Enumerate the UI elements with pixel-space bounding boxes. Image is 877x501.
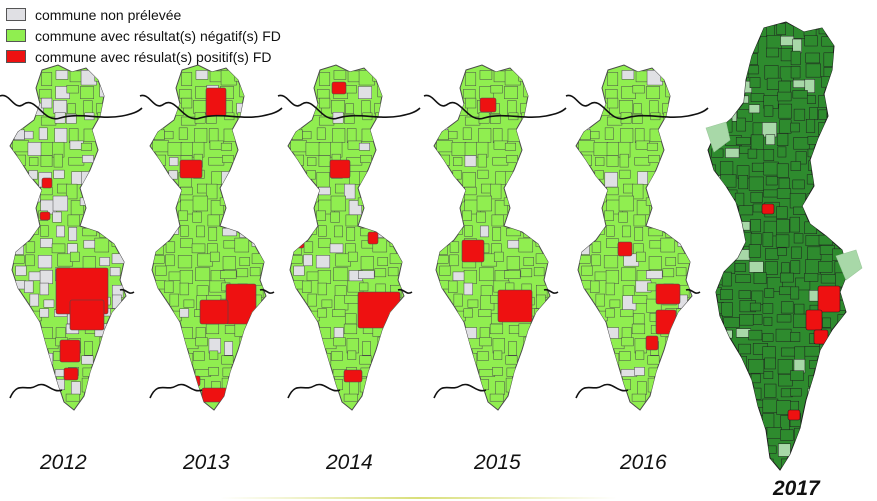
- footer-divider: [220, 497, 617, 499]
- legend-label-not-sampled: commune non prélevée: [35, 6, 182, 23]
- year-label-2017: 2017: [773, 477, 820, 500]
- river-south: [575, 383, 629, 399]
- positive-commune: [207, 409, 227, 410]
- legend-swatch-not-sampled: [6, 8, 26, 21]
- year-label-2013: 2013: [183, 451, 230, 474]
- legend-swatch-negative: [6, 29, 26, 42]
- positive-commune: [617, 241, 633, 257]
- commune-map-2016: [565, 64, 709, 411]
- positive-commune: [59, 339, 81, 363]
- river-north: [0, 94, 143, 120]
- positive-commune: [69, 299, 105, 331]
- positive-commune: [343, 369, 363, 383]
- positive-commune: [645, 335, 659, 351]
- legend-label-negative: commune avec résultat(s) négatif(s) FD: [35, 27, 281, 44]
- positive-commune: [205, 87, 227, 117]
- legend-swatch-positive: [6, 50, 26, 63]
- positive-commune: [357, 291, 401, 329]
- year-label-2014: 2014: [326, 451, 373, 474]
- year-label-2012: 2012: [40, 451, 87, 474]
- positive-commune: [63, 367, 79, 381]
- positive-commune: [199, 299, 229, 325]
- positive-commune: [367, 231, 379, 245]
- positive-commune: [479, 97, 497, 113]
- commune-map-2013: [139, 64, 283, 411]
- positive-commune: [497, 289, 533, 323]
- river-south: [287, 383, 341, 399]
- positive-commune: [805, 309, 823, 331]
- positive-commune: [787, 409, 801, 421]
- river-south: [9, 383, 63, 399]
- commune-map-2015: [423, 64, 567, 411]
- positive-commune: [331, 81, 347, 95]
- river-north: [423, 94, 567, 120]
- legend-item-not-sampled: commune non prélevée: [6, 4, 281, 25]
- legend-label-positive: commune avec résulat(s) positif(s) FD: [35, 48, 272, 65]
- positive-commune: [813, 329, 829, 345]
- positive-commune: [655, 309, 677, 335]
- river-north: [277, 94, 421, 120]
- positive-commune: [329, 159, 351, 179]
- positive-commune: [41, 177, 53, 189]
- river-south: [149, 383, 203, 399]
- river-north: [139, 94, 283, 120]
- commune-map-2014: [277, 64, 421, 411]
- river-north: [565, 94, 709, 120]
- positive-commune: [39, 211, 51, 221]
- positive-commune: [179, 159, 203, 179]
- positive-commune: [761, 203, 775, 215]
- positive-commune: [225, 283, 257, 325]
- positive-commune: [655, 283, 681, 305]
- positive-commune: [817, 285, 841, 313]
- positive-commune: [799, 427, 815, 441]
- map-legend: commune non prélevée commune avec résult…: [6, 4, 281, 67]
- positive-commune: [291, 237, 305, 249]
- positive-commune: [461, 239, 485, 263]
- legend-item-negative: commune avec résultat(s) négatif(s) FD: [6, 25, 281, 46]
- year-label-2015: 2015: [474, 451, 521, 474]
- river-south: [433, 383, 487, 399]
- positive-commune: [201, 387, 229, 403]
- commune-map-2017: [705, 21, 863, 471]
- commune-map-2012: [0, 64, 143, 411]
- legend-item-positive: commune avec résulat(s) positif(s) FD: [6, 46, 281, 67]
- year-label-2016: 2016: [620, 451, 667, 474]
